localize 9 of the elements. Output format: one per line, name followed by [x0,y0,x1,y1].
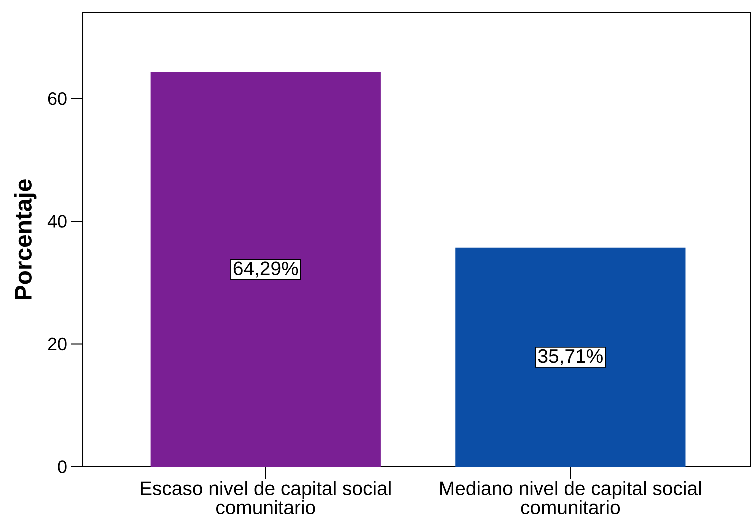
y-tick-label: 40 [48,215,67,228]
x-tick-label: Escaso nivel de capital social comunitario [141,481,391,515]
x-tick-label: Mediano nivel de capital social comunitario [440,481,702,515]
y-axis-title: Porcentaje [14,180,37,300]
data-label: 64,29% [234,262,298,278]
data-label: 35,71% [538,349,603,366]
y-tick-label: 60 [48,92,67,106]
y-tick-label: 0 [58,460,67,474]
y-tick-label: 20 [48,338,67,351]
